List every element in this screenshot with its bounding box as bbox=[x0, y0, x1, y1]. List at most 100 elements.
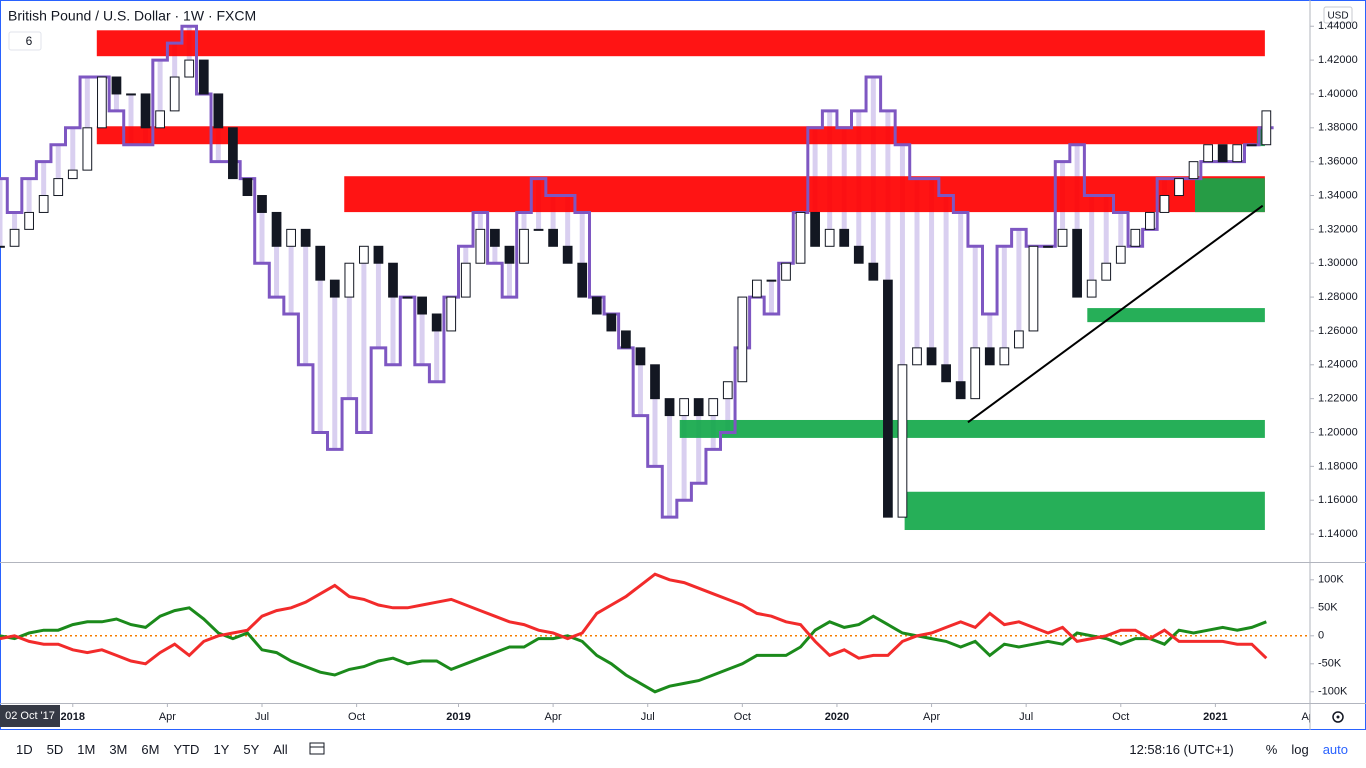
x-tick-label: 2019 bbox=[446, 711, 470, 723]
candle bbox=[650, 364, 660, 400]
candle bbox=[359, 245, 369, 264]
zone bbox=[96, 30, 1265, 57]
bottom-toolbar: 1D 5D 1M 3M 6M YTD 1Y 5Y All 12:58:16 (UTC+1) % l… bbox=[0, 730, 1366, 768]
range-button[interactable]: 1D bbox=[16, 741, 33, 757]
y-tick-label: 1.42000 bbox=[1318, 54, 1358, 66]
candle bbox=[24, 211, 34, 230]
candle bbox=[126, 93, 136, 96]
candle bbox=[228, 127, 238, 180]
x-tick-label: Apr bbox=[1301, 711, 1318, 723]
indicator-input: 6 bbox=[26, 34, 33, 48]
range-button[interactable]: YTD bbox=[173, 741, 200, 757]
x-tick-label: 2020 bbox=[825, 711, 849, 723]
y-tick-label: 1.26000 bbox=[1318, 325, 1358, 337]
main-pane: 2018 Apr Jul Oct 2019 Apr Jul Oct 2020 Apr Jul Oct 2… bbox=[0, 24, 1318, 723]
candle bbox=[766, 279, 777, 282]
y-tick-label: 1.44000 bbox=[1318, 20, 1358, 32]
candle bbox=[213, 93, 224, 129]
candle bbox=[1028, 245, 1039, 332]
candle bbox=[373, 245, 384, 264]
candle bbox=[329, 279, 340, 298]
candle bbox=[752, 279, 762, 298]
indicator-badge[interactable] bbox=[8, 31, 42, 51]
candle bbox=[1246, 144, 1257, 147]
candle bbox=[635, 347, 646, 366]
candle bbox=[155, 110, 165, 129]
y-tick-label: 100K bbox=[1318, 574, 1344, 586]
settings-icon[interactable] bbox=[1332, 711, 1344, 723]
chart-title: British Pound / U.S. Dollar · 1W · FXCM bbox=[8, 8, 256, 24]
clock: 12:58:16 (UTC+1) bbox=[1129, 741, 1234, 757]
scale-option[interactable]: % bbox=[1265, 741, 1278, 757]
currency-badge[interactable] bbox=[1323, 6, 1353, 24]
candle bbox=[242, 178, 253, 197]
scale-options: % log auto bbox=[1252, 742, 1348, 757]
y-tick-label: 1.32000 bbox=[1318, 223, 1358, 235]
y-tick-label: -50K bbox=[1318, 658, 1342, 670]
candle bbox=[38, 195, 49, 213]
candle bbox=[315, 245, 326, 281]
range-button[interactable]: 1M bbox=[77, 741, 96, 757]
candle bbox=[824, 228, 835, 247]
candle bbox=[955, 381, 966, 400]
scale-option[interactable]: log bbox=[1291, 741, 1309, 757]
candle bbox=[984, 347, 995, 366]
candle bbox=[621, 330, 631, 349]
candle bbox=[708, 398, 719, 417]
y-tick-label: 1.18000 bbox=[1318, 460, 1358, 472]
candle bbox=[868, 262, 879, 281]
candle bbox=[257, 195, 267, 213]
candle bbox=[140, 93, 151, 129]
candle bbox=[53, 178, 64, 197]
candle bbox=[606, 313, 617, 332]
candle bbox=[286, 228, 296, 247]
range-button[interactable]: 6M bbox=[141, 741, 160, 757]
candle bbox=[1188, 161, 1199, 180]
range-button[interactable]: 3M bbox=[109, 741, 128, 757]
compare-icon[interactable] bbox=[308, 741, 328, 757]
range-button[interactable]: All bbox=[273, 741, 288, 757]
candle bbox=[781, 262, 791, 281]
candle bbox=[1217, 144, 1228, 163]
candle bbox=[722, 381, 733, 400]
x-tick-label: Apr bbox=[545, 711, 562, 723]
y-tick-label: 1.16000 bbox=[1318, 494, 1358, 506]
x-tick-label: Jul bbox=[641, 711, 655, 723]
candle bbox=[111, 76, 122, 95]
y-tick-label: -100K bbox=[1318, 686, 1348, 698]
candle bbox=[82, 127, 93, 171]
candle bbox=[1101, 262, 1112, 281]
candle bbox=[941, 364, 951, 383]
candle bbox=[737, 296, 748, 383]
candle bbox=[679, 398, 689, 417]
range-button[interactable]: 1Y bbox=[213, 741, 230, 757]
candle bbox=[810, 211, 820, 247]
x-tick-label: Apr bbox=[159, 711, 176, 723]
candle bbox=[67, 169, 78, 180]
candle bbox=[1261, 110, 1272, 146]
zone bbox=[1087, 308, 1265, 323]
candle bbox=[853, 245, 864, 264]
range-button[interactable]: 5D bbox=[46, 741, 64, 757]
oscillator-line bbox=[0, 572, 1268, 666]
zone bbox=[1256, 128, 1265, 147]
candle bbox=[431, 313, 442, 332]
x-tick-label: Jul bbox=[1019, 711, 1033, 723]
candle bbox=[344, 262, 355, 298]
range-buttons: 1D 5D 1M 3M 6M YTD 1Y 5Y All bbox=[16, 742, 302, 757]
zone bbox=[904, 491, 1265, 531]
y-tick-label: 50K bbox=[1318, 602, 1338, 614]
candle bbox=[504, 245, 515, 264]
y-tick-label: 1.36000 bbox=[1318, 156, 1358, 168]
candle bbox=[577, 262, 588, 298]
scale-option[interactable]: auto bbox=[1322, 741, 1348, 757]
zone bbox=[1195, 178, 1265, 213]
y-tick-label: 1.40000 bbox=[1318, 88, 1358, 100]
candle bbox=[897, 364, 908, 518]
candle bbox=[97, 76, 107, 129]
y-tick-label: 1.20000 bbox=[1318, 426, 1358, 438]
candle bbox=[1115, 245, 1126, 264]
x-tick-label: Apr bbox=[923, 711, 940, 723]
candle bbox=[388, 262, 398, 298]
range-button[interactable]: 5Y bbox=[243, 741, 260, 757]
